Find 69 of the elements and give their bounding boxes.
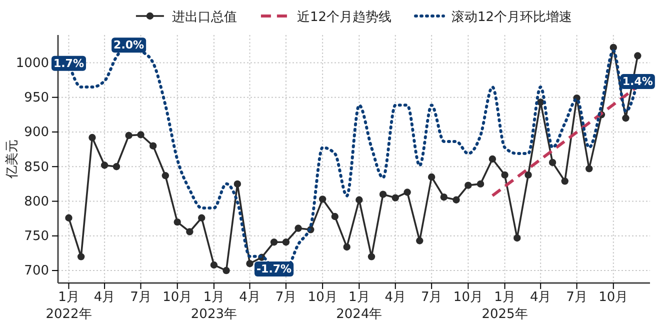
point	[222, 266, 230, 274]
point	[149, 142, 157, 150]
point	[524, 171, 532, 179]
point	[514, 234, 521, 242]
point	[392, 194, 399, 202]
legend-label: 进出口总值	[172, 10, 237, 25]
point	[112, 163, 120, 170]
point	[100, 162, 108, 169]
x-tick-label: 1月 2022年	[46, 290, 92, 322]
point	[318, 196, 326, 203]
point	[476, 180, 484, 188]
point	[331, 212, 339, 220]
point	[186, 228, 194, 236]
point	[488, 155, 496, 163]
point	[162, 172, 170, 180]
point	[174, 218, 181, 226]
y-tick-label: 900	[24, 125, 49, 140]
point	[356, 196, 363, 204]
legend-label: 近12个月趋势线	[296, 10, 392, 25]
point	[210, 261, 218, 269]
point	[88, 134, 96, 142]
point	[234, 180, 242, 188]
point	[548, 158, 556, 166]
point	[501, 171, 508, 179]
point	[246, 260, 254, 268]
point	[586, 165, 593, 172]
x-tick-label: 4月	[530, 290, 552, 305]
y-tick-label: 1000	[16, 56, 49, 71]
point	[622, 114, 630, 122]
x-tick-label: 1月 2023年	[190, 290, 238, 322]
point	[440, 194, 448, 201]
point	[404, 188, 411, 196]
y-tick-label: 850	[24, 160, 49, 175]
point	[416, 237, 424, 244]
x-tick-label: 7月	[420, 290, 442, 305]
point	[125, 132, 132, 140]
y-tick-label: 950	[24, 90, 49, 106]
x-tick-label: 10月	[308, 290, 338, 305]
point	[452, 196, 460, 204]
y-tick-label: 750	[24, 229, 49, 244]
point	[561, 178, 568, 185]
x-tick-label: 4月	[384, 290, 406, 305]
point	[282, 238, 290, 246]
x-tick-label: 7月	[130, 290, 152, 305]
y-tick-label: 800	[24, 194, 49, 210]
x-tick-label: 7月	[566, 290, 588, 305]
y-axis-title: 亿美元	[4, 140, 20, 180]
point	[270, 238, 278, 246]
point	[198, 214, 206, 222]
y-tick-label: 700	[24, 264, 49, 279]
point	[343, 243, 350, 251]
x-tick-label: 10月	[162, 290, 192, 305]
x-tick-label: 7月	[275, 290, 297, 305]
x-tick-label: 10月	[598, 290, 628, 305]
x-tick-label: 4月	[239, 290, 260, 305]
point	[379, 190, 387, 198]
point	[464, 182, 472, 189]
x-tick-label: 1月 2025年	[482, 290, 528, 322]
point	[634, 52, 642, 60]
point	[137, 131, 144, 138]
point	[77, 253, 85, 260]
point	[65, 214, 72, 222]
point	[368, 253, 376, 260]
legend-label: 滚动12个月环比增速	[452, 10, 572, 25]
x-tick-label: 1月 2024年	[336, 290, 382, 322]
x-tick-label: 10月	[453, 290, 483, 305]
point	[428, 173, 436, 181]
x-tick-label: 4月	[94, 290, 116, 305]
point	[294, 224, 302, 232]
